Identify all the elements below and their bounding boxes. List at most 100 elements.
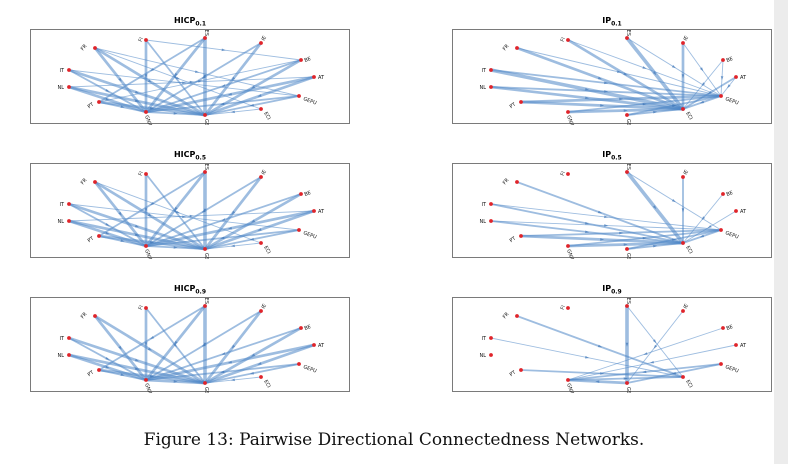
network-panel-hicp-0-1: FR FI ES IE BE AT GEPU ECI GSCPI GNIP PT NL IT — [30, 29, 350, 125]
node-label-ES: ES — [625, 298, 631, 304]
edge-arrow-PT-GNIP — [120, 105, 125, 108]
edge-arrow-IT-GEPU — [604, 81, 609, 85]
node-label-GEPU: GEPU — [724, 230, 739, 240]
node-FR — [515, 46, 519, 50]
node-label-GNIP: GNIP — [565, 383, 575, 393]
node-label-GEPU: GEPU — [724, 96, 739, 106]
edge-arrow-FR-GSCPI — [147, 213, 152, 217]
node-NL — [67, 353, 71, 357]
node-label-NL: NL — [479, 85, 486, 91]
edge-arrow-GEPU-GNIP — [642, 370, 647, 374]
edge-arrow-FI-GNIP — [144, 74, 148, 79]
node-GNIP — [566, 110, 570, 114]
node-label-GSCPI: GSCPI — [625, 387, 631, 393]
node-BE — [721, 326, 725, 330]
node-ES — [625, 170, 629, 174]
node-label-FI: FI — [138, 37, 145, 43]
edge-arrow-GNIP-GSCPI — [173, 112, 178, 115]
node-label-AT: AT — [740, 75, 747, 81]
node-IE — [681, 309, 685, 313]
edge-arrow-ES-GNIP — [174, 340, 178, 345]
edge-arrow-IT-ECI — [585, 355, 590, 359]
edge-arrow-GEPU-GSCPI — [249, 237, 254, 241]
node-label-FR: FR — [80, 43, 89, 52]
node-label-IE: IE — [683, 35, 691, 42]
edge-arrow-ES-GEPU — [671, 198, 676, 203]
edge-arrow-AT-GNIP — [227, 92, 232, 96]
node-label-FR: FR — [80, 177, 89, 186]
node-label-GNIP: GNIP — [143, 383, 153, 393]
node-label-IT: IT — [59, 336, 64, 342]
edge-arrow-GSCPI-GNIP — [595, 380, 600, 383]
node-IE — [681, 41, 685, 45]
node-label-AT: AT — [740, 343, 747, 349]
edge-arrow-PT-GSCPI — [150, 240, 155, 244]
panel-title-hicp-0-5: HICP0.5 — [173, 150, 207, 162]
node-BE — [299, 192, 303, 196]
node-ES — [203, 170, 207, 174]
node-label-GEPU: GEPU — [302, 96, 317, 106]
node-GNIP — [144, 378, 148, 382]
panel-title-ip-0-5: IP0.5 — [602, 150, 622, 162]
edge-arrow-IE-GSCPI — [231, 76, 236, 81]
node-GEPU — [297, 94, 301, 98]
edge-arrow-PT-GNIP — [120, 239, 125, 242]
edge-arrow-IT-GSCPI — [134, 90, 140, 94]
edge-arrow-FR-GNIP — [118, 345, 122, 350]
node-IE — [259, 175, 263, 179]
edge-arrow-IT-GSCPI — [134, 224, 140, 228]
edge-arrow-PT-ECI — [600, 238, 605, 241]
edge-arrow-GNIP-GSCPI — [173, 246, 178, 249]
node-AT — [312, 343, 316, 347]
edge-arrow-GEPU-GNIP — [220, 370, 225, 374]
edge-arrow-GEPU-ECI — [699, 234, 705, 238]
node-FR — [515, 180, 519, 184]
edge-arrow-ES-GEPU — [671, 64, 676, 69]
edge-arrow-GEPU-GSCPI — [249, 103, 254, 107]
node-PT — [519, 368, 523, 372]
node-NL — [489, 219, 493, 223]
node-IT — [489, 68, 493, 72]
node-label-NL: NL — [57, 219, 64, 225]
node-NL — [489, 353, 493, 357]
node-label-NL: NL — [479, 219, 486, 225]
node-label-IT: IT — [59, 202, 64, 208]
edge-arrow-NL-AT — [189, 214, 194, 218]
node-label-IT: IT — [481, 202, 486, 208]
node-label-IE: IE — [261, 169, 269, 176]
node-label-GNIP: GNIP — [143, 249, 153, 259]
edge-arrow-GNIP-ECI — [623, 109, 628, 112]
node-GNIP — [144, 244, 148, 248]
node-FR — [93, 314, 97, 318]
node-BE — [721, 58, 725, 62]
node-label-FR: FR — [502, 177, 511, 186]
edge-arrow-BE-GNIP — [221, 84, 226, 87]
edge-arrow-FI-GEPU — [642, 66, 647, 69]
node-ECI — [259, 375, 263, 379]
node-IT — [67, 68, 71, 72]
node-label-IE: IE — [261, 303, 269, 310]
node-label-PT: PT — [509, 369, 518, 378]
network-graph-ip-0-5: FR FI ES IE BE AT GEPU ECI GSCPI GNIP PT NL IT — [479, 164, 747, 259]
edge-arrow-PT-BE — [198, 80, 203, 83]
node-label-NL: NL — [57, 85, 64, 91]
edge-arrow-FI-GNIP — [144, 208, 148, 213]
edge-arrow-PT-GSCPI — [150, 106, 155, 110]
edge-arrow-FR-GSCPI — [147, 347, 152, 351]
edge-arrow-GNIP-ECI — [623, 377, 628, 380]
network-panel-ip-0-9: FR FI ES IE BE AT GEPU ECI GSCPI GNIP PT NL IT — [452, 297, 772, 393]
edge-arrow-AT-ECI — [707, 224, 712, 229]
network-graph-hicp-0-9: FR FI ES IE BE AT GEPU ECI GSCPI GNIP PT NL IT — [57, 298, 325, 393]
edge-arrow-AT-GNIP — [649, 360, 654, 364]
node-IT — [489, 202, 493, 206]
node-GEPU — [719, 94, 723, 98]
edge-arrow-NL-GSCPI — [135, 99, 140, 102]
edge-arrow-BE-GNIP — [643, 352, 648, 355]
edge-arrow-IE-GSCPI — [231, 210, 236, 215]
panel-title-ip-0-1: IP0.1 — [602, 16, 622, 28]
network-panel-hicp-0-9: FR FI ES IE BE AT GEPU ECI GSCPI GNIP PT NL IT — [30, 297, 350, 393]
edge-arrow-IT-ECI — [585, 87, 590, 91]
node-ECI — [259, 241, 263, 245]
node-label-FI: FI — [560, 37, 567, 43]
node-IE — [681, 175, 685, 179]
